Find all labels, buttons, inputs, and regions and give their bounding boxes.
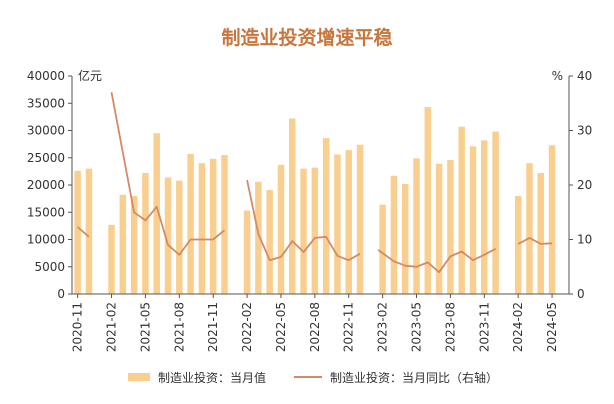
bar — [458, 126, 465, 294]
legend-bar-swatch — [128, 373, 150, 381]
bar — [164, 177, 172, 294]
left-y-tick-label: 25000 — [27, 151, 65, 165]
right-axis-unit: % — [552, 69, 563, 83]
line-series — [77, 92, 553, 274]
left-y-tick-label: 10000 — [27, 233, 65, 247]
x-tick-label: 2021-08 — [172, 302, 186, 352]
x-tick-label: 2023-02 — [376, 302, 390, 352]
bar — [176, 180, 183, 294]
bar — [401, 183, 409, 294]
bar — [481, 140, 488, 294]
bar — [119, 194, 127, 294]
bar — [390, 175, 398, 294]
left-y-tick-label: 35000 — [27, 96, 65, 110]
line-segment — [110, 92, 226, 256]
axes — [71, 76, 570, 295]
x-tick-label: 2021-11 — [206, 302, 220, 352]
bar — [413, 158, 420, 294]
bar — [548, 145, 556, 294]
right-y-tick-label: 20 — [577, 178, 592, 192]
x-tick-label: 2022-02 — [240, 302, 254, 352]
bar — [492, 131, 499, 294]
legend-bar-label: 制造业投资：当月值 — [158, 370, 266, 385]
bar — [74, 170, 81, 294]
left-y-tick-label: 40000 — [27, 69, 65, 83]
x-tick-label: 2021-05 — [138, 302, 152, 352]
x-tick-label: 2021-02 — [105, 302, 119, 352]
bar — [85, 168, 93, 294]
bar — [142, 173, 149, 294]
x-tick-label: 2022-08 — [308, 302, 322, 352]
left-y-tick-label: 20000 — [27, 178, 65, 192]
chart-title: 制造业投资增速平稳 — [221, 26, 392, 49]
x-tick-label: 2020-11 — [71, 302, 85, 352]
bar-series — [74, 107, 556, 294]
bar — [379, 204, 386, 294]
bar — [356, 144, 364, 294]
bar — [514, 195, 522, 294]
legend: 制造业投资：当月值 制造业投资：当月同比（右轴） — [128, 370, 498, 385]
bar — [435, 163, 443, 294]
bar — [187, 153, 194, 294]
legend-line-label: 制造业投资：当月同比（右轴） — [330, 370, 498, 385]
line-segment — [246, 179, 361, 262]
bar — [526, 163, 533, 294]
x-tick-label: 2024-02 — [511, 302, 525, 352]
bar — [266, 189, 273, 294]
bar — [322, 138, 330, 294]
bar — [447, 159, 454, 294]
bar — [311, 167, 319, 294]
bar — [289, 118, 296, 294]
x-tick-label: 2022-05 — [274, 302, 288, 352]
left-y-tick-label: 15000 — [27, 205, 65, 219]
x-tick-label: 2024-05 — [545, 302, 559, 352]
bar — [243, 210, 251, 294]
line-segment — [517, 236, 553, 245]
line-segment — [377, 248, 497, 274]
right-y-axis: 0 10 20 30 40 — [569, 69, 592, 301]
left-y-tick-label: 5000 — [34, 260, 65, 274]
bar — [537, 173, 545, 294]
left-axis-unit: 亿元 — [78, 68, 102, 83]
x-tick-label: 2023-08 — [443, 302, 457, 352]
bar — [277, 164, 285, 294]
right-y-tick-label: 30 — [577, 124, 592, 138]
bar — [108, 224, 115, 294]
x-axis-ticks: 2020-11 2021-02 2021-05 2021-08 2021-11 2022-… — [71, 294, 559, 352]
bar — [334, 154, 341, 294]
bar — [345, 150, 352, 294]
bar — [221, 155, 228, 294]
line-segment — [77, 226, 90, 238]
left-y-axis: 0 5000 10000 15000 20000 25000 30000 35000 40000 — [27, 69, 72, 301]
bar — [300, 168, 307, 294]
bar — [198, 163, 206, 294]
left-y-tick-label: 0 — [57, 287, 65, 301]
bar — [209, 158, 217, 294]
x-tick-label: 2023-11 — [477, 302, 491, 352]
x-tick-label: 2023-05 — [410, 302, 424, 352]
x-tick-label: 2022-11 — [342, 302, 356, 352]
right-y-tick-label: 40 — [577, 69, 592, 83]
bar — [153, 133, 160, 294]
bar — [255, 181, 262, 294]
right-y-tick-label: 10 — [577, 233, 592, 247]
bar — [469, 146, 477, 294]
right-y-tick-label: 0 — [577, 287, 585, 301]
bar — [130, 195, 138, 294]
left-y-tick-label: 30000 — [27, 124, 65, 138]
bar — [424, 107, 432, 294]
